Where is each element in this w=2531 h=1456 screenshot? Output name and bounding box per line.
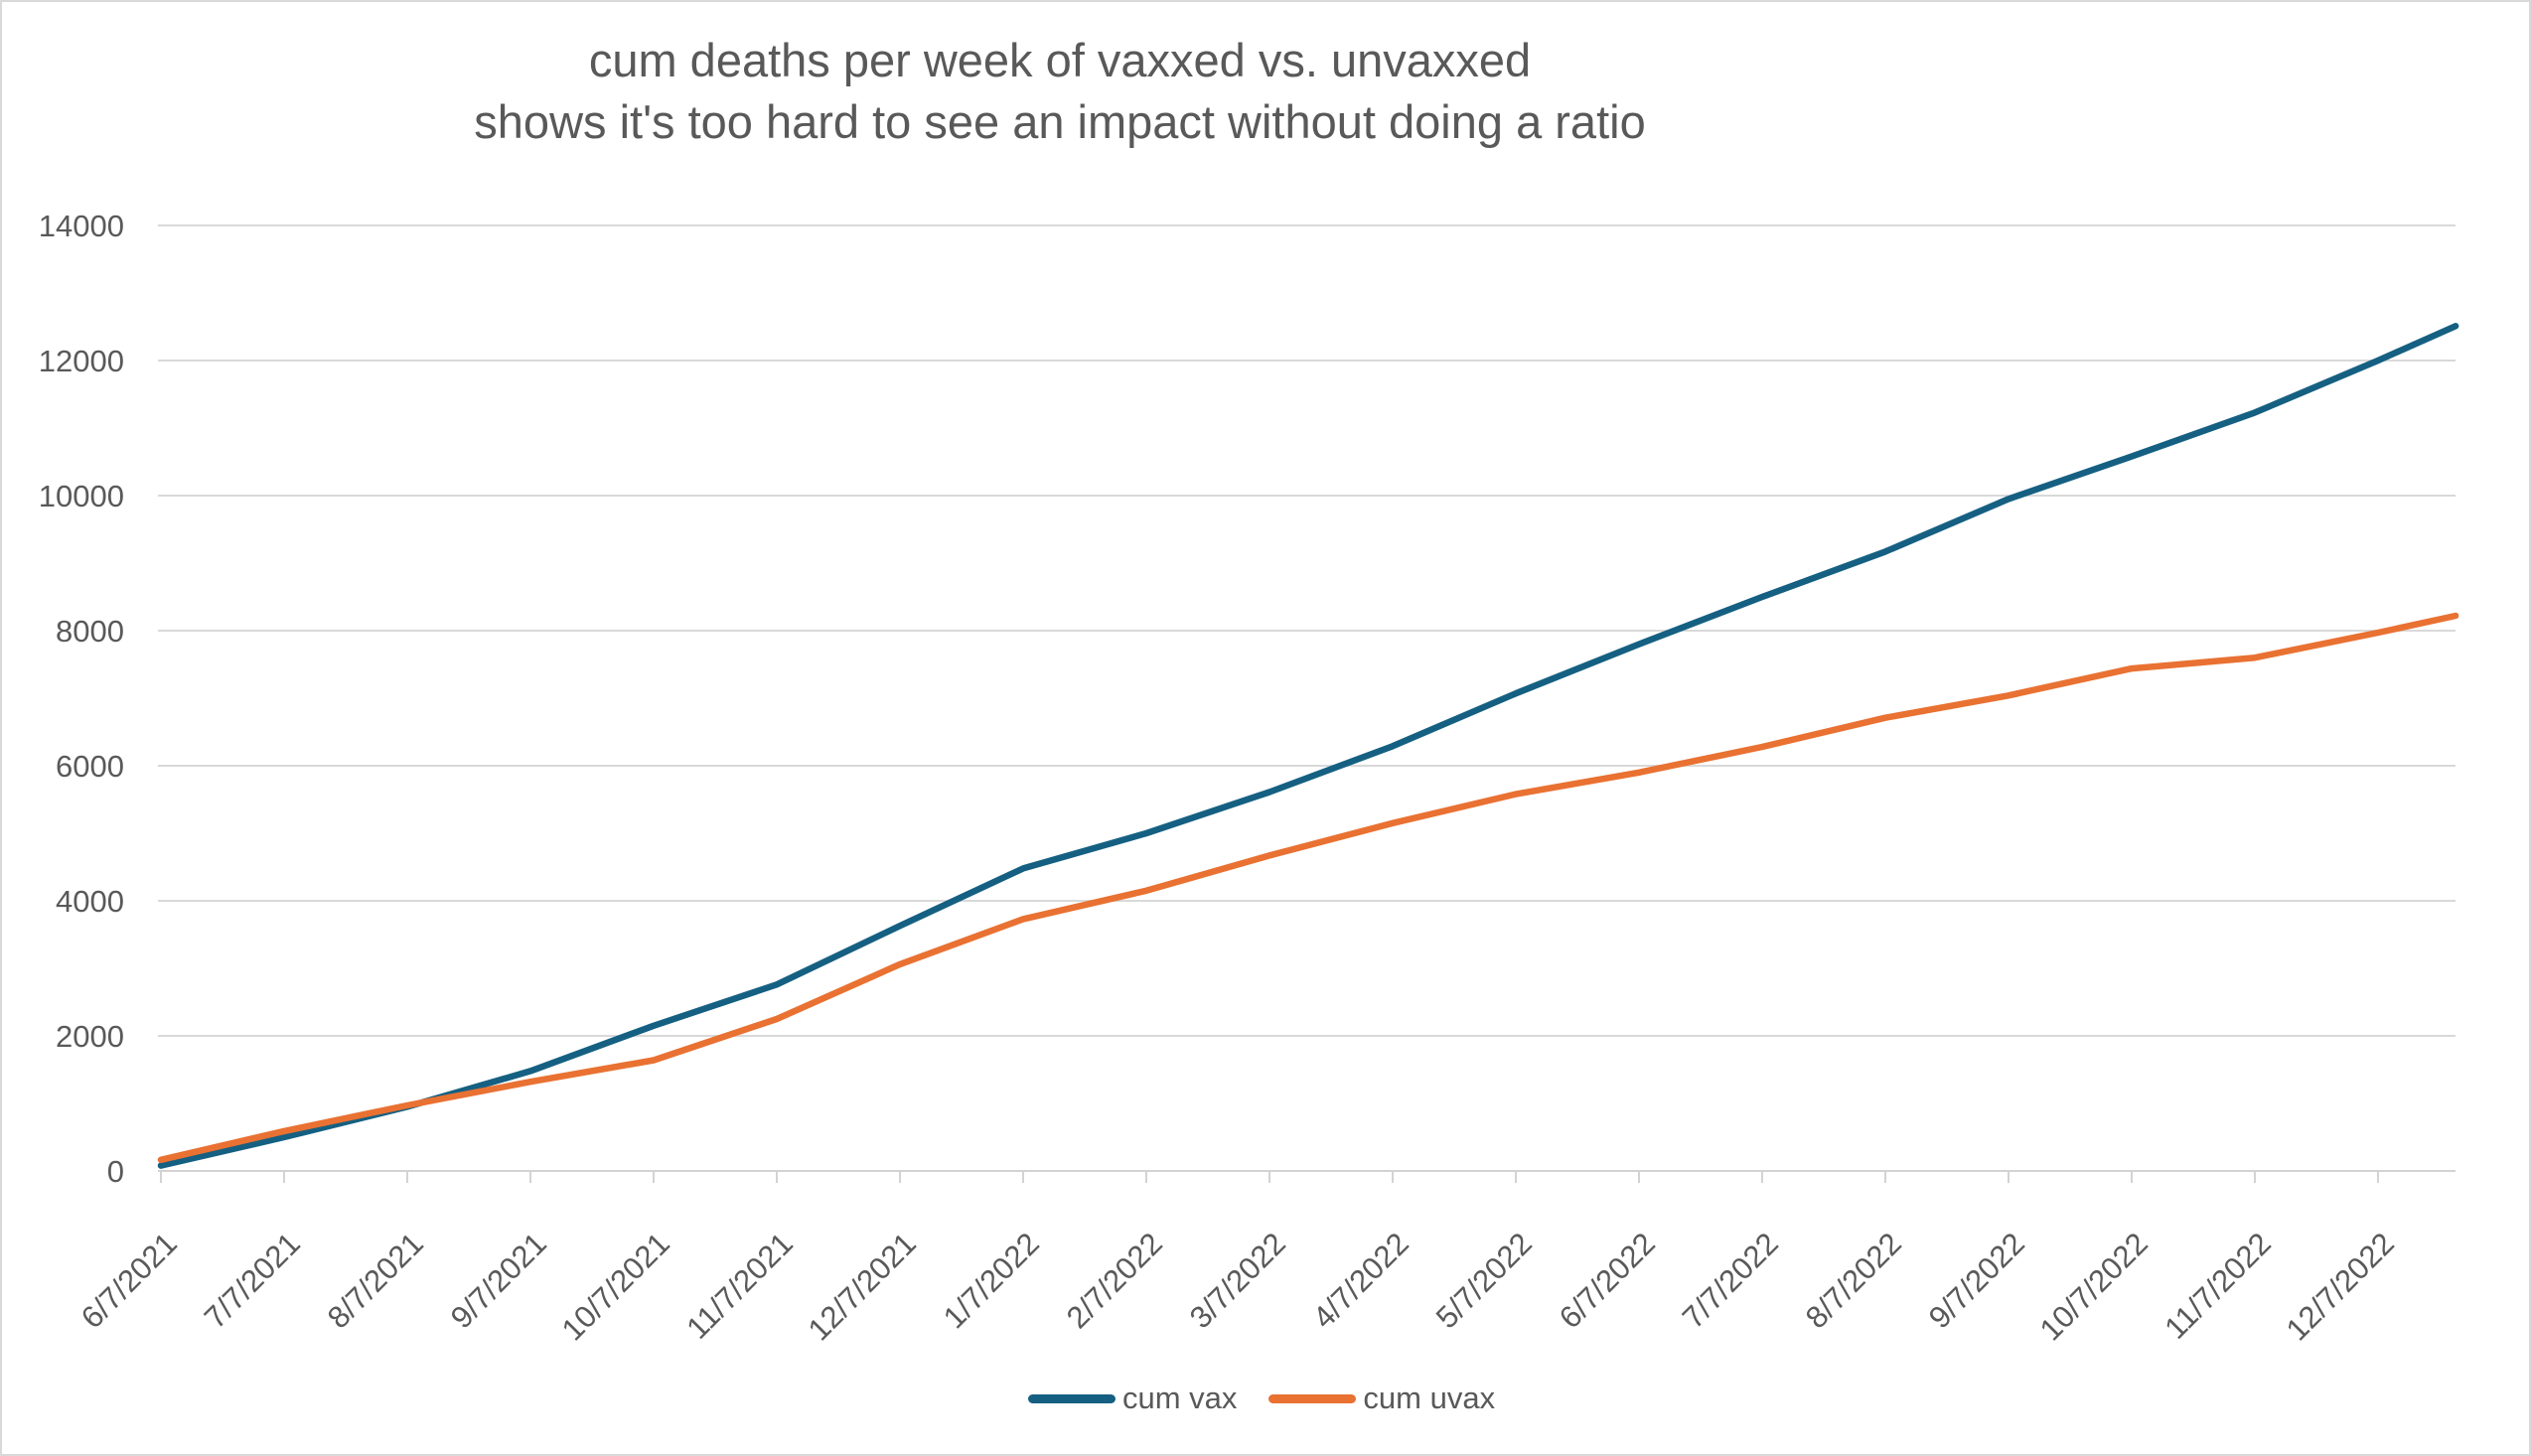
y-axis-label: 2000 [56, 1019, 124, 1054]
legend-label-cum-vax: cum vax [1122, 1381, 1238, 1415]
y-axis-label: 10000 [39, 479, 124, 513]
x-axis-label: 1/7/2022 [937, 1226, 1046, 1335]
series-line-cum-uvax [157, 612, 2459, 1164]
series-line-cum-vax [157, 323, 2459, 1169]
x-axis-label: 11/7/2022 [2158, 1226, 2278, 1346]
x-axis-label: 8/7/2021 [321, 1226, 430, 1335]
y-axis-label: 4000 [56, 884, 124, 919]
x-axis-label: 3/7/2022 [1183, 1226, 1292, 1335]
legend-swatch-cum-vax [1028, 1393, 1116, 1403]
y-axis-label: 0 [107, 1154, 124, 1189]
chart-title: cum deaths per week of vaxxed vs. unvaxx… [2, 30, 2118, 153]
legend-swatch-cum-uvax [1268, 1393, 1357, 1403]
legend-label-cum-uvax: cum uvax [1363, 1381, 1496, 1415]
x-axis-label: 7/7/2021 [198, 1226, 307, 1335]
legend: cum vax cum uvax [1028, 1381, 1495, 1416]
y-axis-label: 12000 [39, 344, 124, 378]
x-axis-label: 11/7/2021 [679, 1226, 800, 1346]
x-axis-label: 6/7/2022 [1553, 1226, 1662, 1335]
x-axis-label: 6/7/2021 [74, 1226, 184, 1335]
x-axis-label: 9/7/2022 [1922, 1226, 2031, 1335]
x-axis-label: 10/7/2021 [555, 1226, 676, 1347]
chart-title-line1: cum deaths per week of vaxxed vs. unvaxx… [588, 34, 1532, 86]
x-axis-label: 9/7/2021 [444, 1226, 553, 1335]
x-axis-label: 8/7/2022 [1799, 1226, 1908, 1335]
chart-title-line2: shows it's too hard to see an impact wit… [474, 95, 1646, 148]
x-axis-label: 7/7/2022 [1676, 1226, 1785, 1335]
y-axis-label: 6000 [56, 749, 124, 784]
x-axis-label: 2/7/2022 [1060, 1226, 1169, 1335]
x-axis-label: 4/7/2022 [1306, 1226, 1415, 1335]
legend-item-cum-uvax: cum uvax [1268, 1381, 1495, 1416]
y-axis-label: 8000 [56, 614, 124, 649]
y-axis-label: 14000 [39, 209, 124, 243]
legend-item-cum-vax: cum vax [1028, 1381, 1237, 1416]
x-axis-label: 12/7/2021 [802, 1226, 923, 1347]
x-axis-label: 10/7/2022 [2033, 1226, 2155, 1347]
x-axis-label: 5/7/2022 [1429, 1226, 1539, 1335]
x-axis-label: 12/7/2022 [2280, 1226, 2401, 1347]
